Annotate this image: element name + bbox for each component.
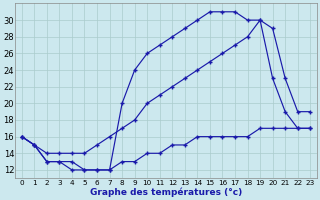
X-axis label: Graphe des températures (°c): Graphe des températures (°c)	[90, 187, 242, 197]
